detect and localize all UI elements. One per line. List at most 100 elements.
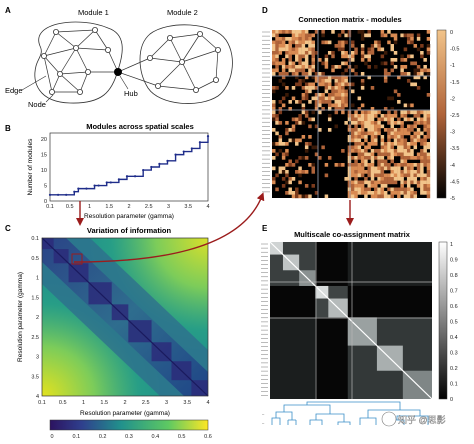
- matrix-cell: [324, 54, 329, 59]
- matrix-cell: [403, 33, 408, 38]
- matrix-cell: [420, 138, 424, 143]
- matrix-cell: [370, 107, 375, 111]
- matrix-cell: [298, 44, 302, 48]
- matrix-cell: [298, 30, 302, 34]
- matrix-cell: [370, 170, 375, 174]
- matrix-cell: [275, 30, 279, 34]
- matrix-cell: [298, 194, 302, 199]
- matrix-cell: [360, 79, 365, 83]
- matrix-cell: [354, 159, 358, 164]
- matrix-cell: [321, 40, 325, 45]
- matrix-cell: [423, 128, 427, 132]
- matrix-cell: [304, 145, 309, 150]
- module-2-outline: [139, 24, 233, 104]
- matrix-cell: [360, 166, 365, 171]
- node-pointer: [45, 94, 54, 103]
- matrix-cell: [272, 68, 276, 73]
- matrix-cell: [380, 61, 385, 66]
- matrix-cell: [406, 131, 411, 136]
- matrix-cell: [423, 65, 427, 69]
- panel-e-colorbar-tick: 0.1: [450, 382, 458, 388]
- matrix-cell: [291, 138, 296, 143]
- matrix-cell: [321, 75, 325, 80]
- matrix-cell: [275, 173, 279, 178]
- matrix-cell: [275, 68, 279, 73]
- matrix-cell: [400, 138, 404, 143]
- matrix-cell: [367, 152, 371, 157]
- matrix-cell: [400, 163, 404, 167]
- matrix-cell: [311, 61, 315, 66]
- matrix-cell: [403, 58, 408, 62]
- matrix-cell: [357, 117, 362, 122]
- matrix-cell: [367, 180, 371, 185]
- matrix-cell: [403, 194, 408, 199]
- matrix-cell: [334, 103, 339, 108]
- matrix-cell: [311, 166, 315, 171]
- matrix-cell: [334, 100, 339, 104]
- matrix-cell: [380, 180, 385, 185]
- matrix-cell: [351, 117, 355, 122]
- matrix-cell: [380, 30, 385, 34]
- matrix-cell: [285, 72, 289, 76]
- matrix-cell: [406, 194, 411, 199]
- panel-c-ytick-label: 0.1: [31, 236, 39, 242]
- matrix-cell: [341, 89, 345, 94]
- matrix-cell: [397, 191, 401, 195]
- matrix-cell: [416, 86, 421, 90]
- matrix-cell: [351, 149, 355, 153]
- matrix-cell: [387, 173, 391, 178]
- matrix-cell: [351, 135, 355, 139]
- matrix-cell: [416, 75, 421, 80]
- matrix-cell: [393, 173, 398, 178]
- matrix-cell: [272, 72, 276, 76]
- panel-b-ticks: 0.1 0.5 1 1.5 2 2.5 3 3.5 4 0 5 10 15 20: [41, 137, 210, 210]
- matrix-cell: [370, 156, 375, 160]
- panel-d-colorbar-tick: -5: [450, 196, 455, 202]
- panel-c-xtick-label: 1.5: [100, 400, 108, 406]
- matrix-cell: [311, 110, 315, 115]
- matrix-cell: [420, 177, 424, 181]
- matrix-cell: [278, 44, 283, 48]
- matrix-cell: [337, 163, 342, 167]
- panel-d-colorbar-tick: -1: [450, 63, 455, 69]
- matrix-cell: [321, 72, 325, 76]
- matrix-cell: [390, 47, 394, 52]
- matrix-cell: [288, 163, 292, 167]
- matrix-cell: [291, 51, 296, 55]
- matrix-cell: [347, 152, 352, 157]
- matrix-cell: [383, 191, 388, 195]
- matrix-cell: [272, 89, 276, 94]
- matrix-cell: [308, 100, 312, 104]
- matrix-cell: [423, 58, 427, 62]
- matrix-cell: [367, 65, 371, 69]
- matrix-cell: [380, 145, 385, 150]
- matrix-cell: [387, 114, 391, 118]
- matrix-cell: [397, 93, 401, 97]
- matrix-cell: [370, 191, 375, 195]
- matrix-cell: [403, 191, 408, 195]
- matrix-cell: [272, 58, 276, 62]
- matrix-cell: [304, 86, 309, 90]
- matrix-cell: [337, 86, 342, 90]
- panel-c-xtick-label: 2.5: [142, 400, 150, 406]
- matrix-cell: [272, 156, 276, 160]
- matrix-cell: [347, 149, 352, 153]
- matrix-cell: [367, 114, 371, 118]
- matrix-cell: [397, 128, 401, 132]
- matrix-cell: [410, 156, 414, 160]
- matrix-cell: [301, 110, 306, 115]
- matrix-cell: [285, 152, 289, 157]
- panel-c-colorbar-tick: 0.6: [204, 434, 212, 440]
- matrix-cell: [311, 86, 315, 90]
- matrix-cell: [403, 166, 408, 171]
- matrix-cell: [295, 54, 299, 59]
- matrix-cell: [403, 180, 408, 185]
- matrix-cell: [311, 51, 315, 55]
- matrix-cell: [400, 65, 404, 69]
- matrix-cell: [416, 184, 421, 188]
- matrix-cell: [288, 40, 292, 45]
- matrix-cell: [351, 103, 355, 108]
- matrix-cell: [393, 114, 398, 118]
- matrix-cell: [272, 100, 276, 104]
- matrix-cell: [423, 152, 427, 157]
